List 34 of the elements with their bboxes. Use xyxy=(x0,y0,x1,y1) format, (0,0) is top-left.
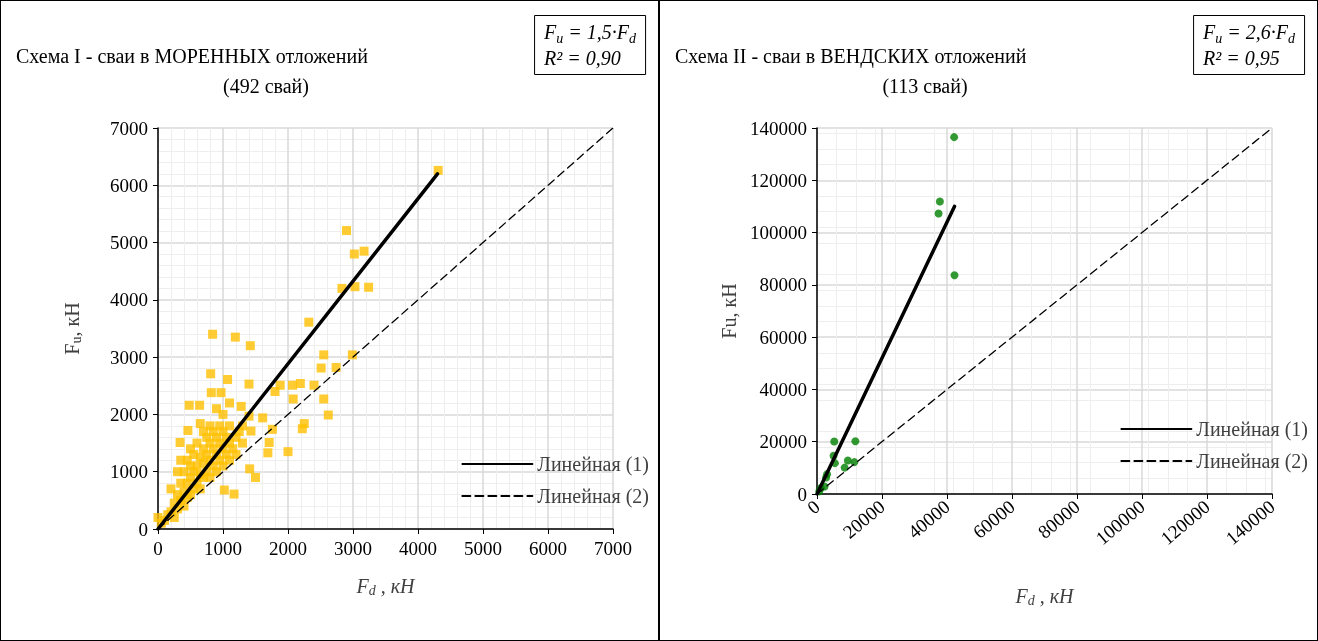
chart-subtitle: (113 свай) xyxy=(882,75,968,98)
x-tick-label: 6000 xyxy=(529,538,567,559)
y-tick-label: 140000 xyxy=(750,117,807,139)
y-tick-label: 40000 xyxy=(759,378,807,400)
x-tick-label: 5000 xyxy=(464,538,502,559)
x-tick-label: 3000 xyxy=(334,538,372,559)
x-tick-label: 7000 xyxy=(594,538,632,559)
y-axis-title: Fu, кН xyxy=(718,283,741,339)
y-tick-label: 2000 xyxy=(110,403,148,425)
y-axis-title: Fu, кН xyxy=(60,302,84,355)
legend-label: Линейная (1) xyxy=(1196,418,1309,441)
y-tick-label: 100000 xyxy=(750,222,807,244)
y-tick-label: 1000 xyxy=(110,461,148,483)
x-tick-label: 1000 xyxy=(204,538,242,559)
text: R² = 0,95 xyxy=(1202,47,1280,69)
x-tick-label: 2000 xyxy=(269,538,307,559)
chart-title: Схема I - сваи в МОРЕННЫХ отложений xyxy=(16,45,369,67)
legend-label: Линейная (2) xyxy=(537,485,650,508)
y-tick-label: 4000 xyxy=(110,289,148,311)
x-tick-label: 0 xyxy=(153,538,163,559)
y-tick-label: 3000 xyxy=(110,346,148,368)
y-tick-label: 60000 xyxy=(759,326,807,348)
y-tick-label: 5000 xyxy=(110,232,148,254)
x-tick-label: 4000 xyxy=(399,538,437,559)
y-tick-label: 6000 xyxy=(110,174,148,196)
legend-label: Линейная (2) xyxy=(1196,450,1309,473)
y-tick-label: 120000 xyxy=(750,169,807,191)
chart-subtitle: (492 свай) xyxy=(223,75,309,98)
text: R² = 0,90 xyxy=(543,47,621,69)
legend-label: Линейная (1) xyxy=(537,453,650,476)
chart-title: Схема II - сваи в ВЕНДСКИХ отложений xyxy=(675,45,1027,68)
y-tick-label: 80000 xyxy=(759,274,807,296)
y-tick-label: 20000 xyxy=(759,431,807,453)
y-tick-label: 7000 xyxy=(110,117,148,139)
